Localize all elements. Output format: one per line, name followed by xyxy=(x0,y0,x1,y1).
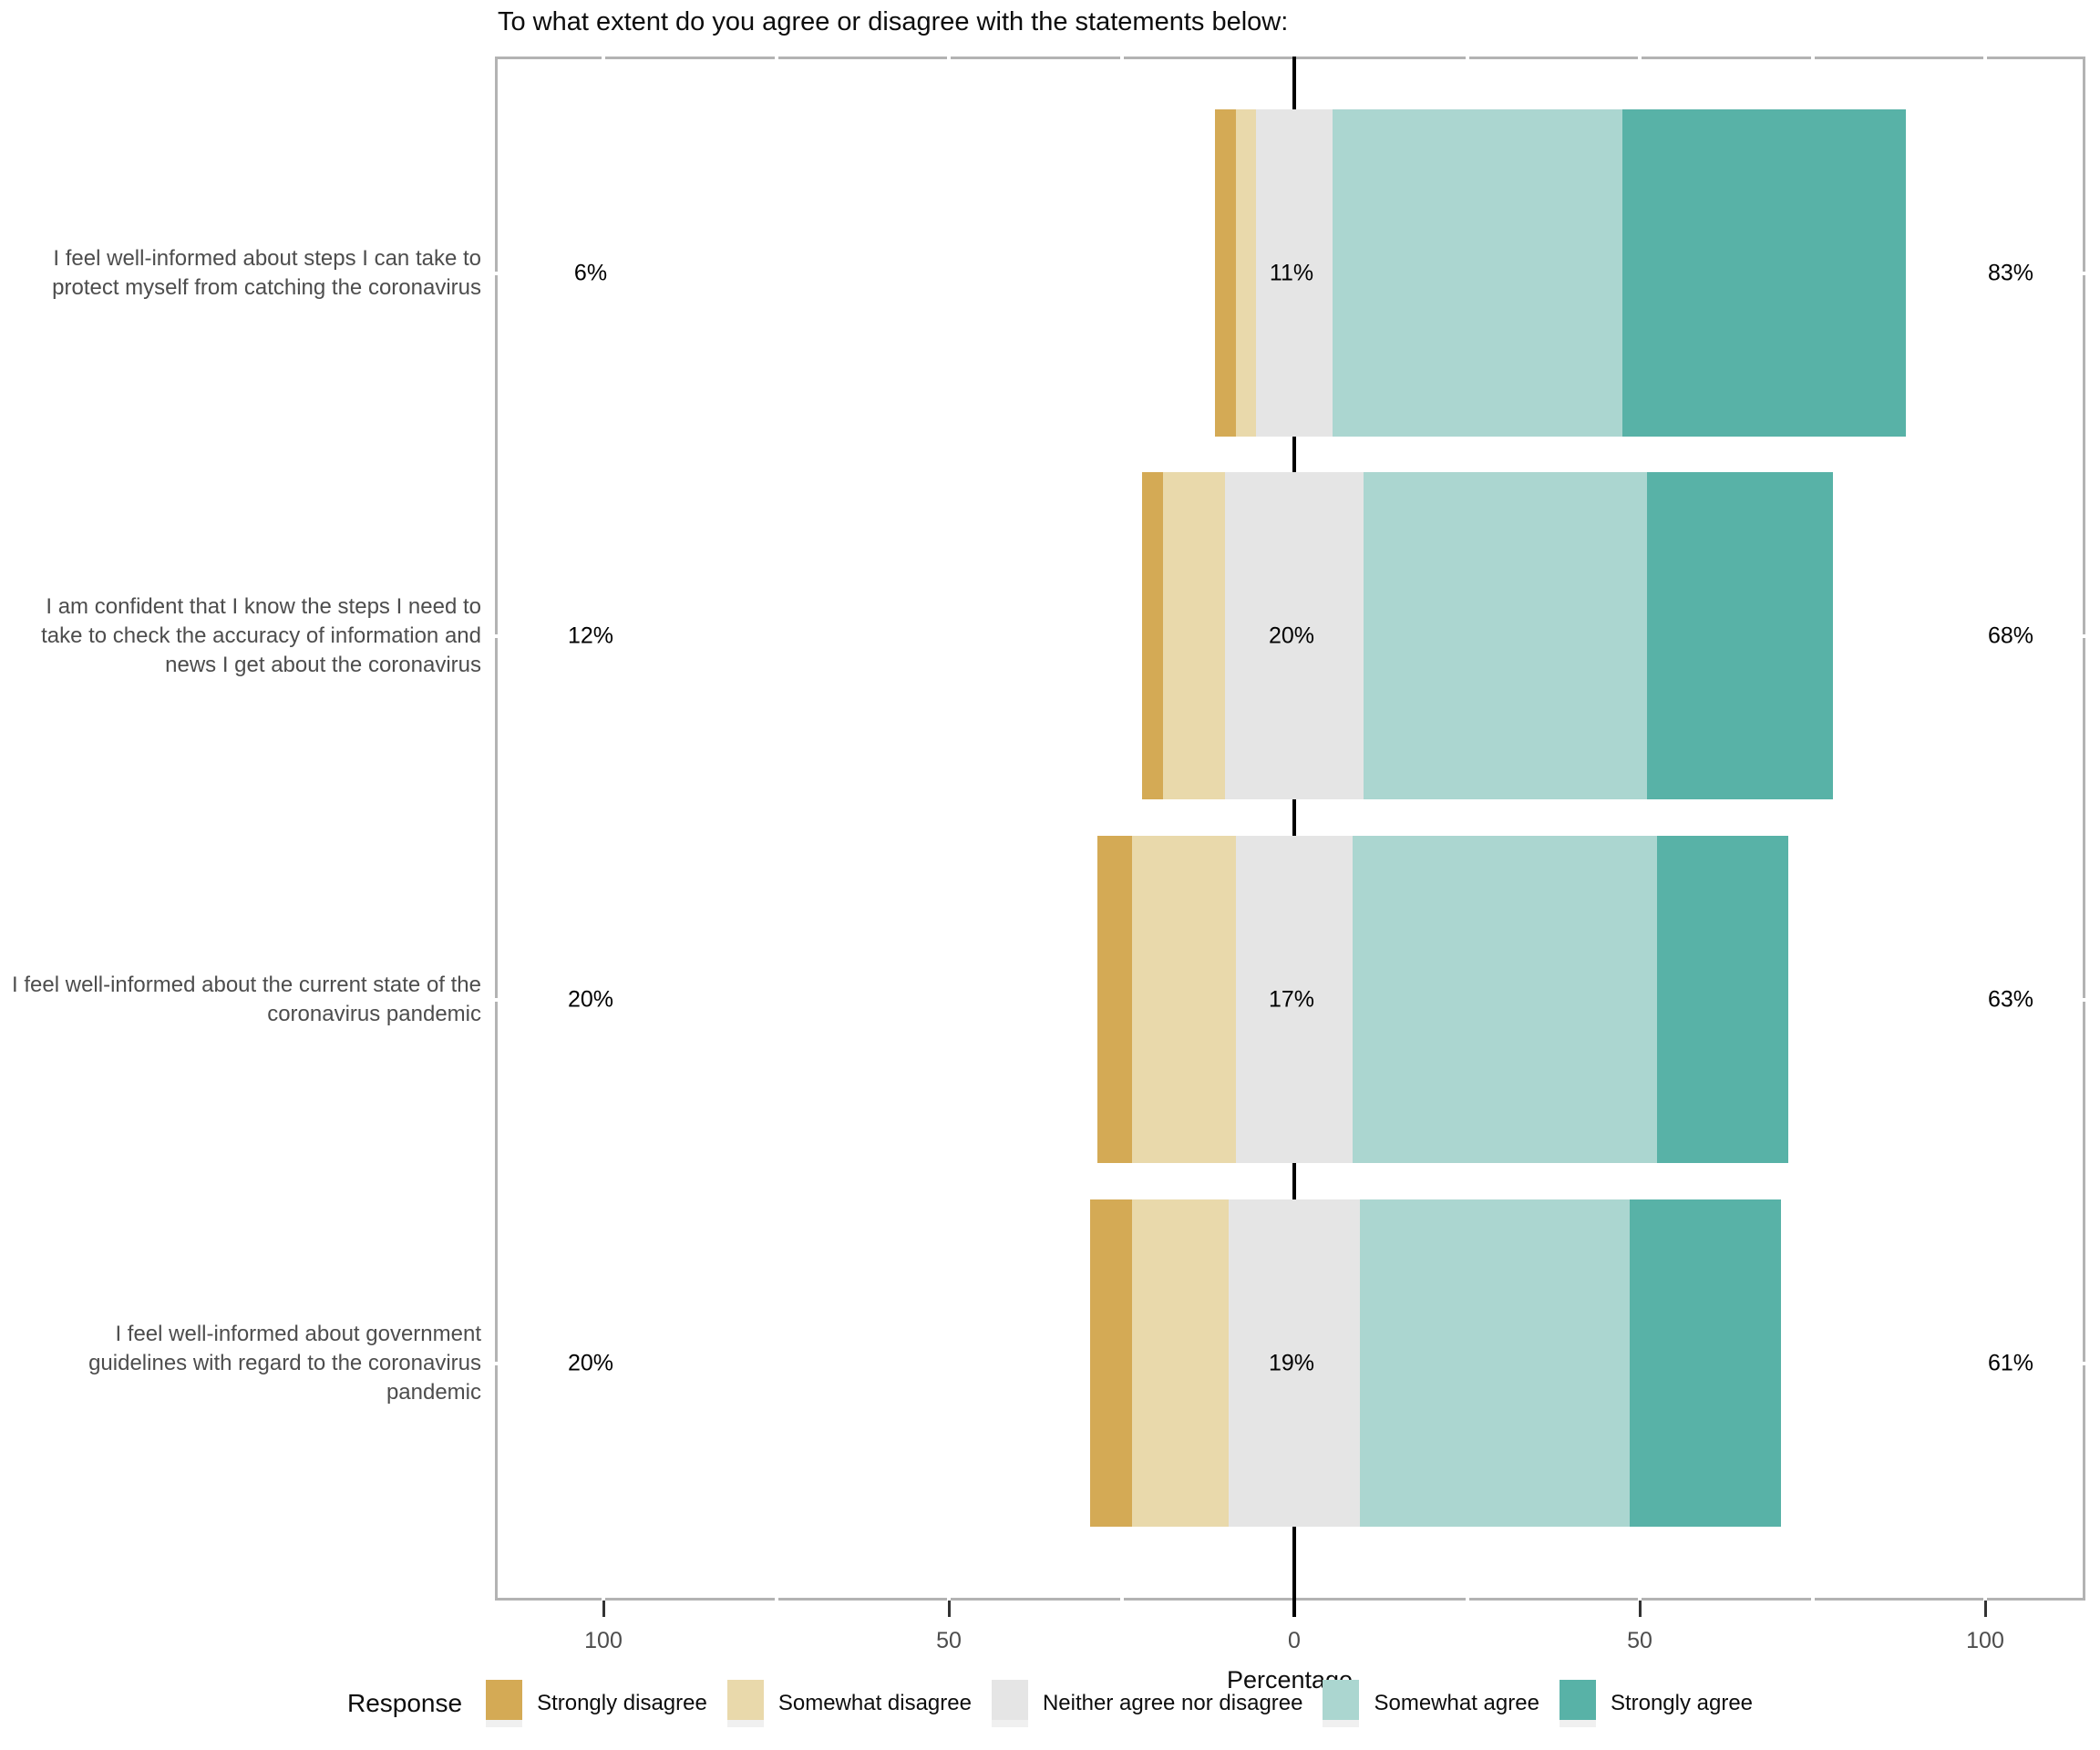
neither-percentage-label: 19% xyxy=(1268,1350,1315,1375)
bar-segment-strongly-agree xyxy=(1622,109,1906,437)
bar-segment-somewhat-disagree xyxy=(1162,472,1226,799)
bar-row xyxy=(1096,836,1788,1163)
legend-swatch-icon xyxy=(1559,1680,1596,1720)
bar-row xyxy=(1142,472,1834,799)
legend-swatch-icon xyxy=(726,1680,764,1720)
gridline-vertical xyxy=(947,57,951,1601)
legend-item-label: Neither agree nor disagree xyxy=(1042,1691,1303,1715)
agree-percentage-label: 68% xyxy=(1987,623,2034,648)
x-tick-label: 50 xyxy=(936,1628,962,1653)
legend-swatch-icon xyxy=(1323,1680,1360,1720)
neither-percentage-label: 17% xyxy=(1268,986,1315,1012)
x-tick-label: 100 xyxy=(1966,1628,2004,1653)
bar-segment-neither-agree-nor-disagree xyxy=(1235,836,1354,1163)
bar-segment-strongly-agree xyxy=(1646,472,1834,799)
gridline-vertical xyxy=(1983,57,1987,1601)
disagree-percentage-label: 20% xyxy=(567,1350,614,1375)
legend-key xyxy=(991,1680,1028,1727)
legend-key xyxy=(486,1680,523,1727)
statement-label: I feel well-informed about the current s… xyxy=(12,972,481,1026)
x-tick-label: 50 xyxy=(1627,1628,1652,1653)
x-tick-label: 0 xyxy=(1288,1628,1301,1653)
x-tick-mark xyxy=(602,1601,605,1617)
agree-percentage-label: 63% xyxy=(1987,986,2034,1012)
legend-item: Somewhat disagree xyxy=(726,1680,972,1727)
bar-segment-somewhat-agree xyxy=(1332,109,1623,437)
legend-title: Response xyxy=(346,1689,463,1717)
gridline-vertical xyxy=(1638,57,1642,1601)
bar-segment-somewhat-agree xyxy=(1363,472,1647,799)
statement-label: I am confident that I know the steps I n… xyxy=(41,593,481,677)
disagree-percentage-label: 20% xyxy=(567,986,614,1012)
legend-swatch-icon xyxy=(486,1680,523,1720)
bar-segment-neither-agree-nor-disagree xyxy=(1225,472,1364,799)
legend-item-label: Strongly disagree xyxy=(537,1691,707,1715)
bar-row xyxy=(1214,109,1906,437)
gridline-vertical xyxy=(774,57,778,1601)
legend-item-label: Somewhat disagree xyxy=(777,1691,972,1715)
bar-segment-strongly-disagree xyxy=(1142,472,1163,799)
bar-segment-neither-agree-nor-disagree xyxy=(1256,109,1333,437)
disagree-percentage-label: 6% xyxy=(573,260,608,285)
statement-label: I feel well-informed about government gu… xyxy=(88,1321,481,1405)
legend: Response Strongly disagree Somewhat disag… xyxy=(0,1680,2100,1727)
chart-title: To what extent do you agree or disagree … xyxy=(498,7,1289,36)
neither-percentage-label: 20% xyxy=(1268,623,1315,648)
bar-segment-somewhat-agree xyxy=(1353,836,1657,1163)
neither-percentage-label: 11% xyxy=(1269,260,1314,285)
legend-swatch-icon xyxy=(991,1680,1028,1720)
legend-key xyxy=(1559,1680,1596,1727)
gridline-vertical xyxy=(1810,57,1815,1601)
bar-segment-somewhat-disagree xyxy=(1131,1199,1229,1527)
agree-percentage-label: 61% xyxy=(1987,1350,2034,1375)
x-tick-mark xyxy=(948,1601,951,1617)
legend-item: Neither agree nor disagree xyxy=(991,1680,1303,1727)
gridline-vertical xyxy=(1465,57,1469,1601)
disagree-percentage-label: 12% xyxy=(567,623,614,648)
legend-item: Strongly agree xyxy=(1559,1680,1754,1727)
bar-segment-strongly-agree xyxy=(1656,836,1788,1163)
bar-row xyxy=(1090,1199,1782,1527)
legend-item-label: Somewhat agree xyxy=(1374,1691,1539,1715)
legend-key xyxy=(1323,1680,1360,1727)
plot-panel: 11% 20% 17% 19% xyxy=(495,57,2085,1617)
x-tick-label: 100 xyxy=(584,1628,623,1653)
bar-segment-somewhat-agree xyxy=(1359,1199,1630,1527)
legend-item: Somewhat agree xyxy=(1323,1680,1539,1727)
legend-item: Strongly disagree xyxy=(486,1680,707,1727)
bar-segment-strongly-disagree xyxy=(1096,836,1132,1163)
bar-segment-neither-agree-nor-disagree xyxy=(1228,1199,1360,1527)
x-tick-mark xyxy=(1984,1601,1987,1617)
x-tick-mark xyxy=(1639,1601,1642,1617)
gridline-vertical xyxy=(1119,57,1124,1601)
bar-segment-somewhat-disagree xyxy=(1235,109,1257,437)
gridline-vertical xyxy=(602,57,605,1601)
legend-item-label: Strongly agree xyxy=(1610,1691,1754,1715)
bar-segment-strongly-disagree xyxy=(1214,109,1236,437)
bar-segment-somewhat-disagree xyxy=(1131,836,1236,1163)
bar-segment-strongly-disagree xyxy=(1090,1199,1132,1527)
statement-label: I feel well-informed about steps I can t… xyxy=(52,245,481,300)
legend-key xyxy=(726,1680,764,1727)
bar-segment-strongly-agree xyxy=(1629,1199,1782,1527)
agree-percentage-label: 83% xyxy=(1987,260,2034,285)
